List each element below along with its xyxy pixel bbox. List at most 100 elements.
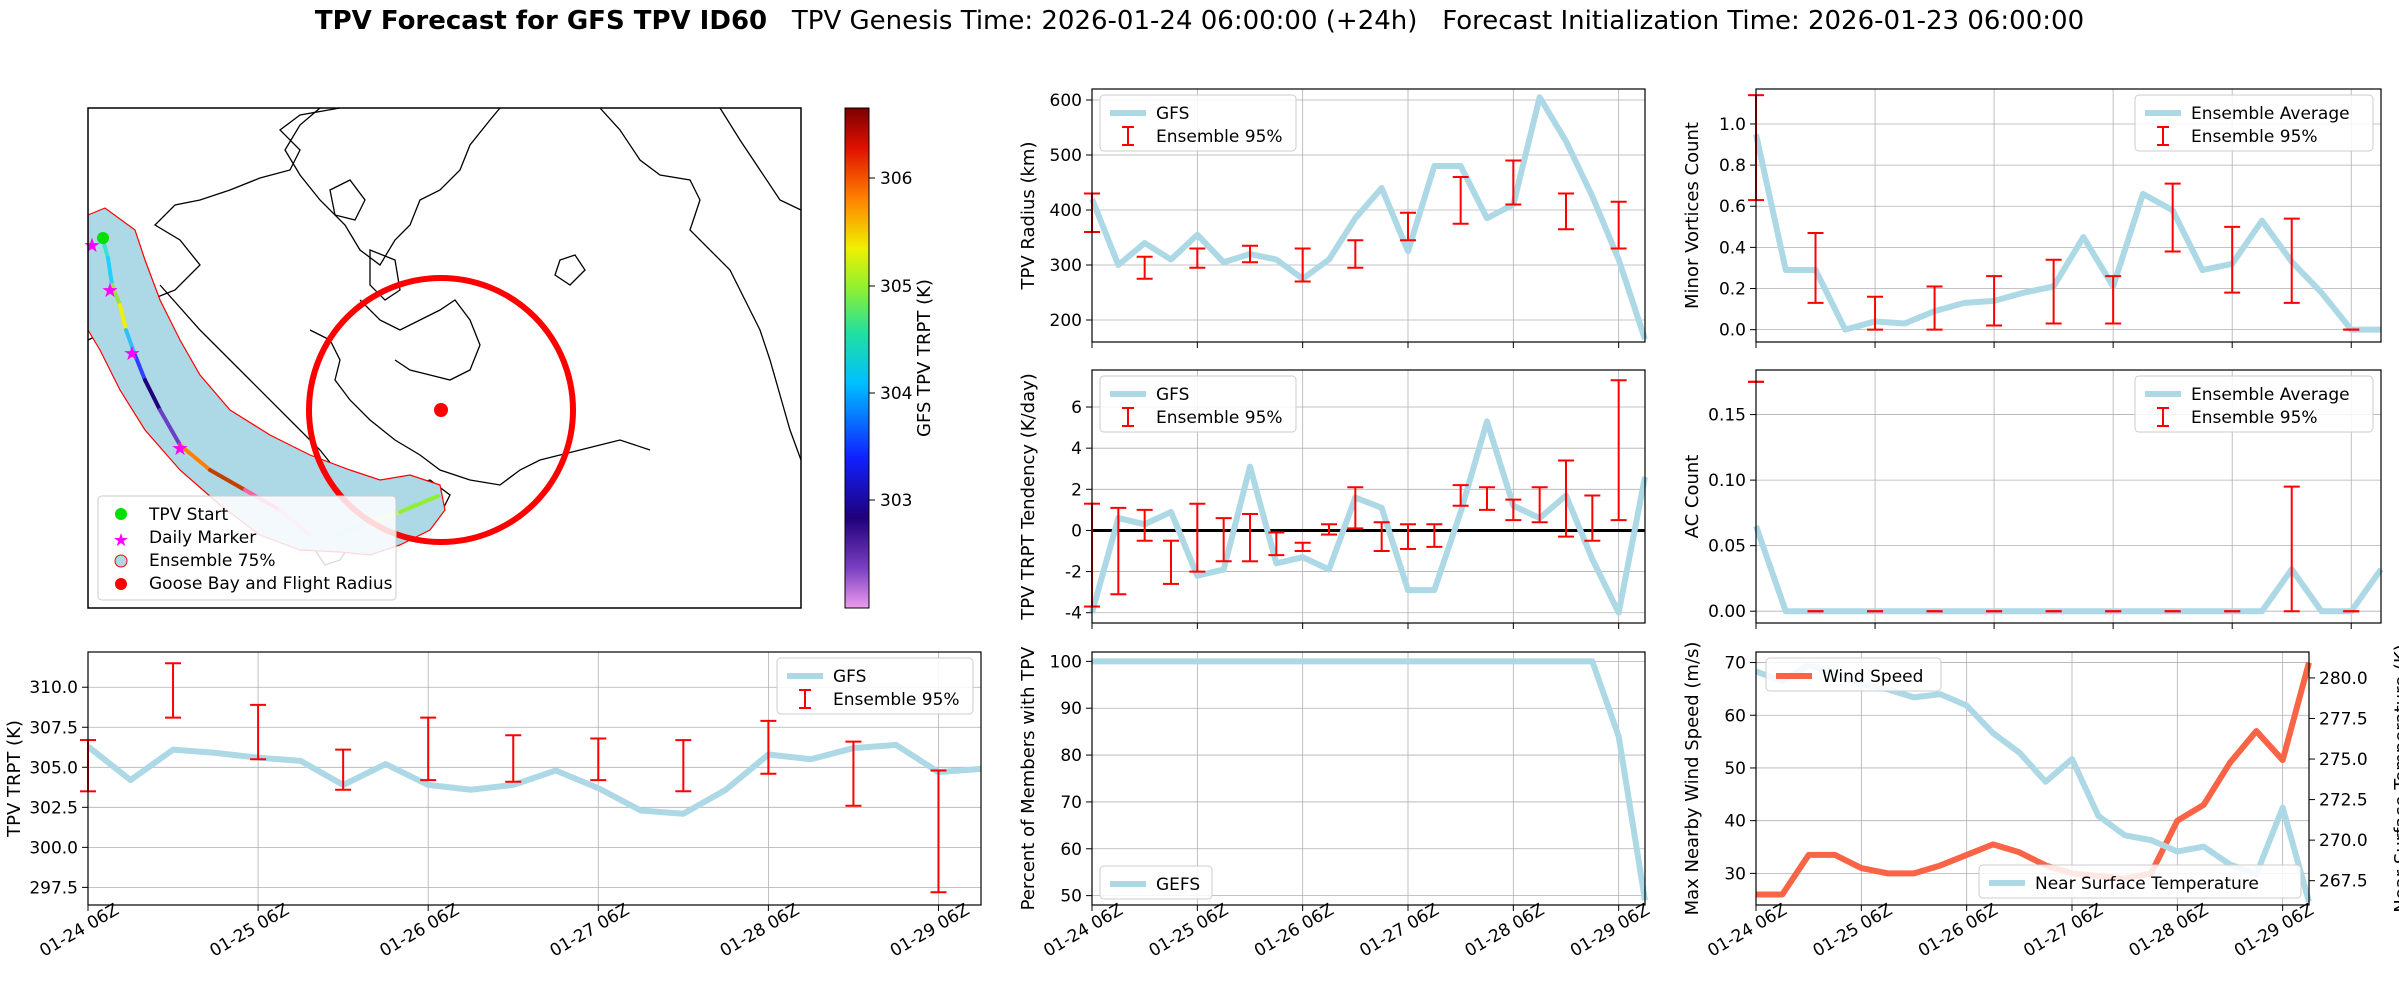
y-tick-label: 307.5 [29, 718, 78, 738]
plot-frame [1755, 651, 2310, 906]
colorbar-tick: 303 [880, 491, 912, 511]
legend-daily-icon: ★ [113, 530, 129, 551]
x-tick-label: 01-28 06Z [2126, 900, 2212, 961]
daily-marker: ★ [101, 278, 119, 302]
legend: GFS Ensemble 95% [1099, 375, 1297, 433]
map-coastline-europe [599, 108, 801, 461]
plot-frame [1091, 88, 1646, 343]
legend-label: Ensemble 95% [1156, 127, 1283, 147]
ensemble-75-region [88, 207, 446, 556]
legend: GFS Ensemble 95% [1099, 94, 1297, 152]
y-tick-label: 1.0 [1719, 115, 1746, 135]
y-axis-label: Minor Vortices Count [1682, 122, 1703, 309]
tpv-start-marker [97, 232, 109, 244]
daily-markers: ★ ★ ★ ★ [83, 233, 189, 460]
legend: GFS Ensemble 95% [776, 657, 974, 715]
map-panel: ★ ★ ★ ★ ★ TPV Start Daily Marker Ensembl… [83, 107, 935, 609]
plot-frame [1091, 651, 1646, 906]
map-legend-start: TPV Start [148, 505, 229, 525]
daily-marker: ★ [83, 233, 101, 257]
figure-title-bold: TPV Forecast for GFS TPV ID60 [314, 6, 768, 36]
legend-label: Ensemble 95% [833, 690, 960, 710]
wind-temperature-panel: 01-24 06Z 01-25 06Z 01-26 06Z 01-27 06Z 01-2… [1682, 642, 2399, 962]
x-tick-label: 01-29 06Z [887, 900, 973, 961]
plot-frame [1755, 369, 2382, 624]
y-tick-label: 200 [1050, 311, 1082, 331]
y-right-tick-label: 275.0 [2319, 750, 2368, 770]
legend-goose-bay-icon [115, 578, 127, 590]
minor-vortices-panel: 0.0 0.2 0.4 0.6 0.8 1.0 Minor Vortices Count En… [1682, 88, 2382, 348]
legend-label: Ensemble 95% [1156, 408, 1283, 428]
x-tick-label: 01-28 06Z [717, 900, 803, 961]
map-legend: ★ TPV Start Daily Marker Ensemble 75% Go… [97, 495, 397, 601]
x-tick-label: 01-29 06Z [1567, 900, 1653, 961]
legend-frame [2134, 375, 2374, 433]
y-tick-label: 70 [1724, 654, 1746, 674]
x-tick-label: 01-24 06Z [1704, 900, 1790, 961]
y-tick-label: -4 [1065, 604, 1082, 624]
y-axis-label: AC Count [1682, 455, 1703, 539]
y-axis-label: TPV TRPT Tendency (K/day) [1018, 373, 1039, 621]
plot-frame [87, 651, 982, 906]
radius-panel: 200 300 400 500 600 TPV Radius (km) GFS Ensembl… [1018, 88, 1648, 348]
legend: Near Surface Temperature [1978, 864, 2302, 899]
y-tick-label: -2 [1065, 563, 1082, 583]
y-tick-label: 0.6 [1719, 197, 1746, 217]
legend-frame [776, 657, 974, 715]
y-tick-label: 400 [1050, 201, 1082, 221]
legend: GEFS [1099, 865, 1213, 900]
series-line [1089, 94, 1648, 341]
y-tick-label: 300.0 [29, 838, 78, 858]
tendency-panel: -4 -2 0 2 4 6 TPV TRPT Tendency (K/day) GFS Ense… [1018, 369, 1648, 629]
series-line [1092, 658, 1648, 901]
plot-area [1092, 652, 1645, 905]
y-tick-label: 0.05 [1708, 537, 1746, 557]
y-tick-label: 310.0 [29, 678, 78, 698]
series-line [86, 741, 982, 817]
figure-title-init: Forecast Initialization Time: 2026-01-23… [1442, 6, 2085, 36]
legend-label: Wind Speed [1822, 667, 1923, 687]
map-legend-goose-bay: Goose Bay and Flight Radius [149, 574, 393, 594]
y-tick-label: 0.4 [1719, 238, 1746, 258]
y-tick-label: 0.2 [1719, 280, 1746, 300]
y-tick-label: 50 [1724, 759, 1746, 779]
y-tick-label: 70 [1060, 793, 1082, 813]
legend-frame [1765, 657, 1942, 692]
wind-speed-line [1756, 661, 2312, 898]
ac-count-panel: 0.00 0.05 0.10 0.15 AC Count Ensemble Average… [1682, 369, 2384, 629]
y-tick-label: 0.15 [1708, 406, 1746, 426]
legend-frame [1099, 865, 1213, 900]
map-coastline-arctic-islands [329, 179, 586, 301]
y-tick-label: 6 [1071, 398, 1082, 418]
map-coastline-alaska [88, 108, 341, 341]
y-right-tick-label: 272.5 [2319, 791, 2368, 811]
x-tick-label: 01-27 06Z [547, 900, 633, 961]
flight-radius-circle [306, 275, 576, 545]
legend-frame [1099, 94, 1297, 152]
legend: Wind Speed [1765, 657, 1942, 692]
legend-label: GFS [1156, 104, 1189, 124]
colorbar-tick: 306 [880, 169, 912, 189]
goose-bay-marker [434, 403, 448, 417]
percent-members-panel: 01-24 06Z 01-25 06Z 01-26 06Z 01-27 06Z 01-2… [1018, 646, 1653, 961]
y-right-axis-label: Near Surface Temperature (K) [2391, 644, 2399, 913]
legend-label: Ensemble Average [2191, 104, 2350, 124]
y-axis-label: TPV TRPT (K) [4, 720, 25, 838]
x-tick-label: 01-24 06Z [36, 900, 122, 961]
y-tick-label: 2 [1071, 480, 1082, 500]
figure-title-genesis: TPV Genesis Time: 2026-01-24 06:00:00 (+… [791, 6, 1418, 36]
y-tick-label: 305.0 [29, 758, 78, 778]
y-tick-label: 297.5 [29, 878, 78, 898]
x-tick-label: 01-26 06Z [1251, 900, 1337, 961]
series-line [1089, 418, 1648, 616]
y-axis-label: TPV Radius (km) [1018, 142, 1039, 291]
legend-frame [1099, 375, 1297, 433]
x-tick-label: 01-25 06Z [206, 900, 292, 961]
trpt-panel: 01-24 06Z 01-25 06Z 01-26 06Z 01-27 06Z 01-2… [4, 651, 982, 961]
map-coastline-hudson-bay [359, 299, 481, 381]
y-tick-label: 60 [1724, 706, 1746, 726]
series-line [1753, 133, 2381, 333]
y-tick-label: 600 [1050, 91, 1082, 111]
y-right-tick-label: 270.0 [2319, 831, 2368, 851]
